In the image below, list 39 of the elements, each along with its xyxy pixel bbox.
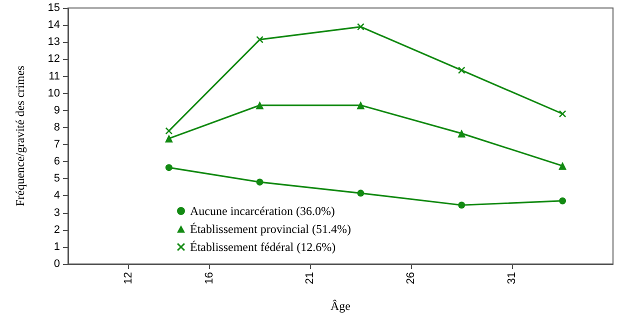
x-tick-label: 16 <box>203 272 216 284</box>
y-tick-label: 3 <box>54 206 60 219</box>
point <box>256 101 264 110</box>
x-axis-title: Âge <box>330 299 350 313</box>
y-tick-label: 0 <box>54 258 60 270</box>
point <box>256 36 264 44</box>
y-tick-label: 6 <box>54 156 60 168</box>
y-tick-label: 8 <box>54 121 60 134</box>
point <box>458 202 466 209</box>
point <box>559 197 566 204</box>
y-tick-label: 7 <box>54 138 60 151</box>
y-tick-label: 9 <box>54 104 60 116</box>
point <box>256 178 264 186</box>
x-tick-label: 12 <box>122 272 135 284</box>
y-axis-title: Fréquence/gravité des crimes <box>13 65 27 206</box>
y-tick-label: 11 <box>48 70 60 82</box>
x-tick-label: 26 <box>405 272 418 284</box>
legend-label: Établissement provincial (51.4%) <box>190 222 351 236</box>
x-tick-label: 21 <box>304 272 316 284</box>
legend-label: Établissement fédéral (12.6%) <box>190 240 336 254</box>
y-tick-label: 5 <box>54 172 60 185</box>
y-tick-label: 4 <box>54 190 60 202</box>
y-tick-label: 13 <box>48 36 60 48</box>
y-tick-label: 12 <box>48 53 60 66</box>
legend-label: Aucune incarcération (36.0%) <box>190 204 335 218</box>
point <box>164 134 173 143</box>
point <box>357 190 364 197</box>
point <box>558 162 567 170</box>
point <box>458 66 466 74</box>
x-tick-label: 31 <box>506 272 518 284</box>
y-tick-label: 10 <box>48 87 60 100</box>
y-tick-label: 2 <box>54 224 60 236</box>
y-tick-label: 1 <box>54 240 60 253</box>
y-tick-label: 15 <box>48 2 60 14</box>
point <box>559 110 566 118</box>
point <box>458 129 466 138</box>
y-tick-label: 14 <box>48 19 60 32</box>
point <box>356 101 365 110</box>
point <box>165 164 172 172</box>
